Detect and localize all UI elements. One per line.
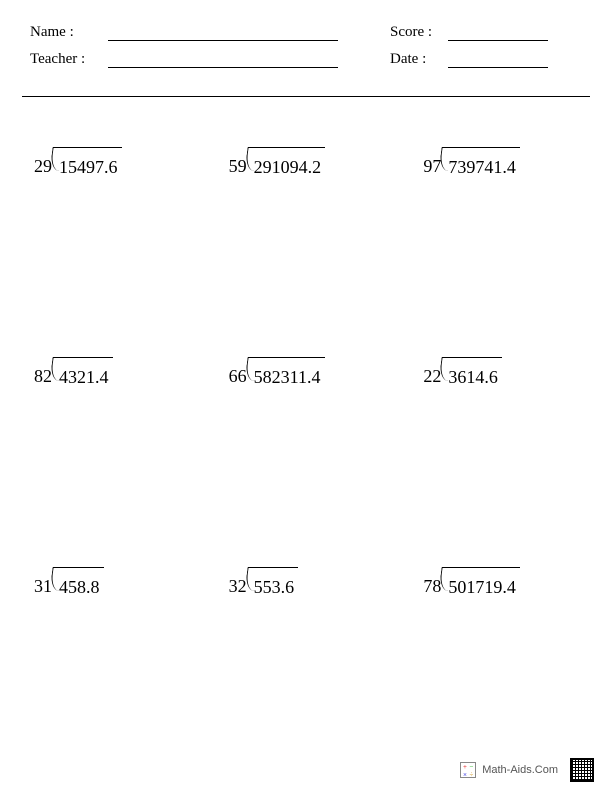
division-expression: 32 553.6 [229, 567, 299, 596]
division-expression: 66 582311.4 [229, 357, 325, 386]
division-expression: 22 3614.6 [423, 357, 502, 386]
score-field: Score : [390, 24, 582, 41]
problems-grid: 29 15497.6 59 291094.2 97 739741.4 82 43… [0, 97, 612, 777]
footer: + − × ÷ Math-Aids.Com [460, 758, 594, 782]
divisor: 22 [423, 357, 442, 385]
divisor: 59 [229, 147, 248, 175]
date-blank-line[interactable] [448, 52, 548, 68]
problem-9: 78 501719.4 [403, 567, 598, 777]
worksheet-header: Name : Score : Teacher : Date : [0, 0, 612, 88]
dividend: 3614.6 [442, 357, 502, 386]
qr-code-icon [570, 758, 594, 782]
dividend: 4321.4 [53, 357, 113, 386]
score-label: Score : [390, 24, 448, 41]
divisor: 31 [34, 567, 53, 595]
divisor: 97 [423, 147, 442, 175]
problem-7: 31 458.8 [14, 567, 209, 777]
teacher-field: Teacher : [30, 51, 390, 68]
dividend: 582311.4 [248, 357, 325, 386]
division-expression: 97 739741.4 [423, 147, 520, 176]
problem-1: 29 15497.6 [14, 147, 209, 357]
problem-8: 32 553.6 [209, 567, 404, 777]
divisor: 29 [34, 147, 53, 175]
date-field: Date : [390, 51, 582, 68]
problem-6: 22 3614.6 [403, 357, 598, 567]
problem-3: 97 739741.4 [403, 147, 598, 357]
dividend: 458.8 [53, 567, 104, 596]
name-label: Name : [30, 24, 108, 41]
name-blank-line[interactable] [108, 25, 338, 41]
dividend: 15497.6 [53, 147, 122, 176]
problem-5: 66 582311.4 [209, 357, 404, 567]
division-expression: 59 291094.2 [229, 147, 326, 176]
problem-4: 82 4321.4 [14, 357, 209, 567]
teacher-label: Teacher : [30, 51, 108, 68]
dividend: 553.6 [248, 567, 299, 596]
name-field: Name : [30, 24, 390, 41]
header-row-2: Teacher : Date : [30, 51, 582, 68]
dividend: 739741.4 [442, 147, 520, 176]
teacher-blank-line[interactable] [108, 52, 338, 68]
divisor: 32 [229, 567, 248, 595]
dividend: 291094.2 [248, 147, 326, 176]
math-aids-icon: + − × ÷ [460, 762, 476, 778]
division-expression: 82 4321.4 [34, 357, 113, 386]
dividend: 501719.4 [442, 567, 520, 596]
footer-site-text: Math-Aids.Com [482, 764, 558, 776]
divisor: 78 [423, 567, 442, 595]
problem-2: 59 291094.2 [209, 147, 404, 357]
divisor: 82 [34, 357, 53, 385]
division-expression: 78 501719.4 [423, 567, 520, 596]
division-expression: 29 15497.6 [34, 147, 122, 176]
divisor: 66 [229, 357, 248, 385]
division-expression: 31 458.8 [34, 567, 104, 596]
score-blank-line[interactable] [448, 25, 548, 41]
header-row-1: Name : Score : [30, 24, 582, 41]
date-label: Date : [390, 51, 448, 68]
